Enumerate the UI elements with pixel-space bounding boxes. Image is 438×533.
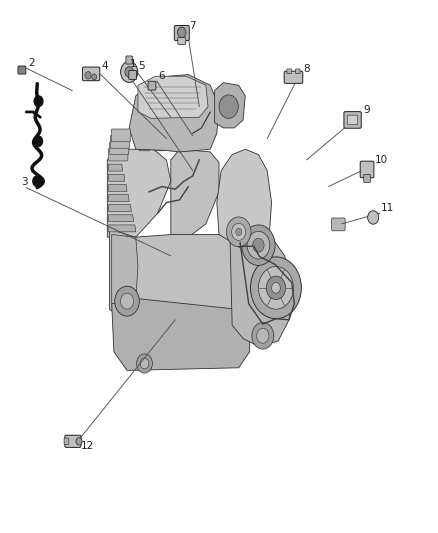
- Polygon shape: [230, 224, 291, 346]
- Text: 11: 11: [381, 203, 394, 213]
- Polygon shape: [138, 76, 208, 118]
- Text: 8: 8: [303, 64, 310, 74]
- FancyBboxPatch shape: [82, 67, 100, 80]
- Circle shape: [367, 211, 379, 224]
- FancyBboxPatch shape: [174, 26, 189, 41]
- Polygon shape: [109, 205, 131, 212]
- FancyBboxPatch shape: [296, 69, 300, 74]
- Text: 10: 10: [374, 155, 388, 165]
- Circle shape: [33, 176, 42, 187]
- Circle shape: [140, 358, 149, 369]
- Polygon shape: [215, 83, 245, 128]
- FancyBboxPatch shape: [170, 113, 181, 151]
- Circle shape: [125, 67, 134, 77]
- Text: 3: 3: [21, 177, 28, 187]
- Polygon shape: [109, 184, 127, 191]
- Circle shape: [120, 293, 134, 309]
- Circle shape: [232, 223, 246, 240]
- Circle shape: [247, 231, 270, 259]
- FancyBboxPatch shape: [287, 69, 291, 74]
- FancyBboxPatch shape: [126, 56, 133, 64]
- FancyBboxPatch shape: [110, 135, 130, 148]
- Polygon shape: [217, 149, 272, 248]
- Polygon shape: [129, 75, 219, 152]
- Circle shape: [120, 61, 138, 83]
- Circle shape: [34, 136, 42, 147]
- FancyBboxPatch shape: [178, 37, 186, 45]
- Polygon shape: [109, 215, 134, 222]
- FancyBboxPatch shape: [148, 81, 156, 90]
- Polygon shape: [109, 225, 136, 232]
- Polygon shape: [107, 149, 171, 237]
- Circle shape: [258, 266, 293, 309]
- Polygon shape: [112, 298, 250, 370]
- FancyBboxPatch shape: [284, 71, 303, 83]
- Polygon shape: [109, 195, 129, 201]
- Circle shape: [242, 225, 275, 265]
- FancyBboxPatch shape: [65, 435, 81, 447]
- Circle shape: [219, 95, 238, 118]
- Circle shape: [251, 257, 301, 319]
- Polygon shape: [112, 235, 138, 304]
- Circle shape: [236, 228, 242, 236]
- FancyBboxPatch shape: [347, 115, 358, 125]
- FancyBboxPatch shape: [64, 438, 69, 445]
- FancyBboxPatch shape: [18, 66, 26, 74]
- FancyBboxPatch shape: [154, 113, 166, 151]
- Circle shape: [257, 328, 269, 343]
- FancyBboxPatch shape: [109, 148, 128, 161]
- Text: 1: 1: [130, 59, 137, 69]
- Polygon shape: [109, 174, 125, 181]
- Circle shape: [92, 74, 97, 80]
- Text: 5: 5: [138, 61, 145, 71]
- Text: 12: 12: [81, 441, 94, 450]
- Polygon shape: [110, 229, 254, 336]
- Circle shape: [34, 96, 43, 107]
- Polygon shape: [109, 164, 123, 171]
- FancyBboxPatch shape: [364, 174, 371, 182]
- FancyBboxPatch shape: [344, 111, 361, 128]
- Circle shape: [226, 217, 251, 247]
- Circle shape: [272, 282, 280, 293]
- Circle shape: [177, 27, 186, 37]
- Text: 9: 9: [364, 106, 371, 115]
- Circle shape: [76, 438, 82, 445]
- FancyBboxPatch shape: [129, 70, 137, 79]
- FancyBboxPatch shape: [110, 142, 129, 155]
- Text: 6: 6: [159, 71, 166, 81]
- Circle shape: [266, 276, 286, 300]
- Circle shape: [252, 322, 274, 349]
- FancyBboxPatch shape: [139, 113, 150, 151]
- FancyBboxPatch shape: [111, 129, 131, 142]
- Circle shape: [253, 238, 264, 252]
- Text: 7: 7: [189, 21, 196, 30]
- Circle shape: [85, 71, 91, 79]
- Text: 4: 4: [102, 61, 109, 71]
- FancyBboxPatch shape: [185, 113, 196, 151]
- Polygon shape: [171, 149, 219, 237]
- FancyBboxPatch shape: [360, 161, 374, 178]
- Circle shape: [115, 286, 139, 316]
- FancyBboxPatch shape: [332, 218, 345, 231]
- Circle shape: [137, 354, 152, 373]
- Text: 2: 2: [28, 58, 35, 68]
